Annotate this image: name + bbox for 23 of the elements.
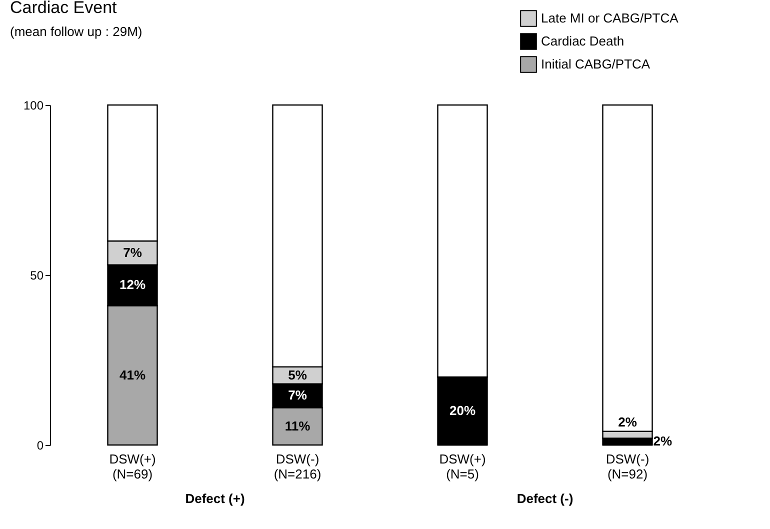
- data-label: 5%: [288, 367, 308, 382]
- chart-subtitle: (mean follow up : 29M): [10, 24, 142, 39]
- data-label: 2%: [653, 434, 672, 449]
- legend-label: Late MI or CABG/PTCA: [541, 10, 679, 26]
- legend-label: Cardiac Death: [541, 34, 624, 48]
- y-tick-label: 100: [23, 98, 44, 112]
- x-tick-label: DSW(-) (N=92): [606, 452, 650, 482]
- y-tick-label: 0: [36, 438, 44, 452]
- data-label: 2%: [618, 414, 638, 430]
- text: Defect (-): [516, 491, 574, 506]
- x-tick-label: DSW(+) (N=5): [439, 452, 486, 482]
- y-tick-label: 50: [30, 268, 44, 282]
- x-tick-label: DSW(-) (N=216): [274, 452, 322, 482]
- legend-label: Initial CABG/PTCA: [541, 56, 650, 72]
- data-label: 20%: [449, 403, 476, 418]
- chart-title: Cardiac Event: [10, 0, 118, 17]
- x-tick-label: DSW(+) (N=69): [109, 452, 156, 482]
- data-label: 12%: [119, 277, 146, 292]
- data-label: 7%: [123, 244, 142, 260]
- text: Defect (+): [185, 491, 245, 506]
- data-label: 41%: [119, 367, 146, 382]
- data-label: 11%: [284, 418, 311, 434]
- data-label: 7%: [288, 388, 308, 403]
